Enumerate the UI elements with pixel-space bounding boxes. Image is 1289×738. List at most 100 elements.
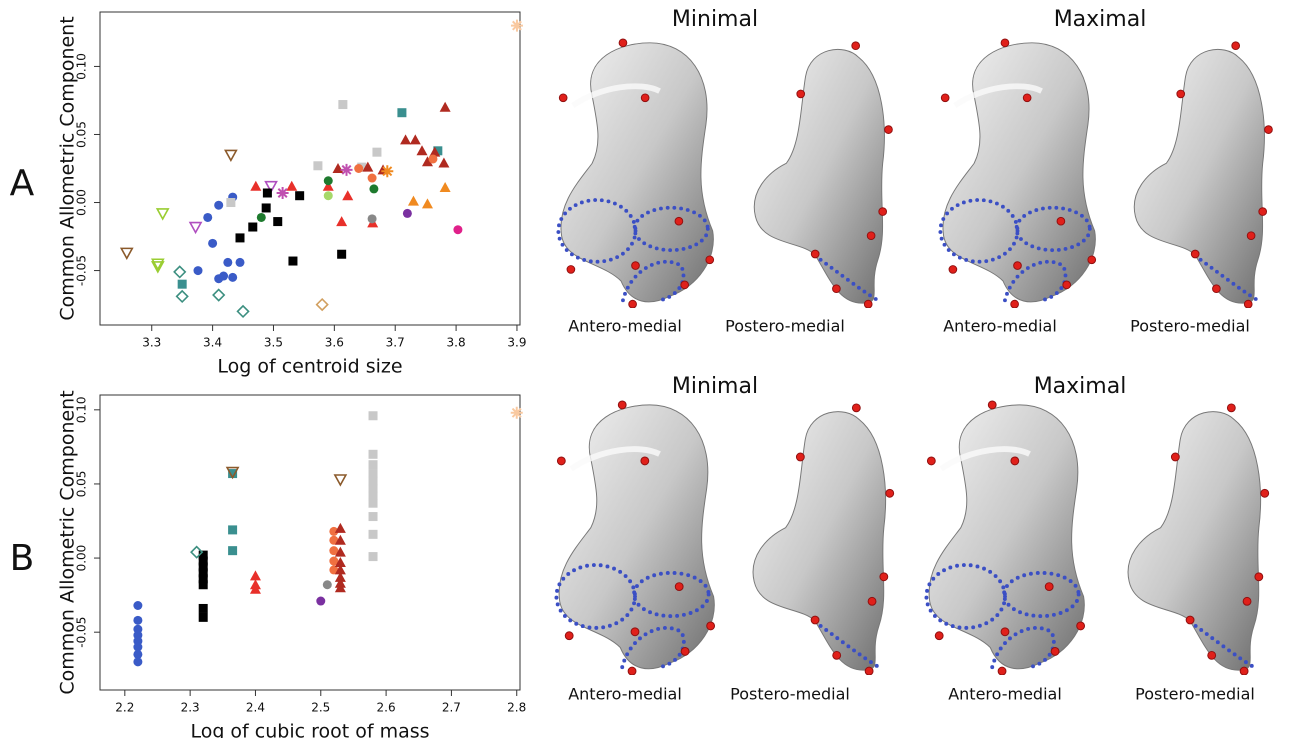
point	[329, 535, 339, 545]
point	[295, 191, 305, 201]
point	[368, 411, 378, 421]
point	[133, 615, 143, 625]
y-axis-label: Common Allometric Component	[57, 16, 79, 320]
x-axis-label: Log of cubic root of mass	[190, 721, 429, 738]
point	[315, 297, 329, 312]
point	[354, 164, 364, 173]
y-tick-label: 0.00	[75, 545, 89, 572]
y-tick-label: -0.05	[75, 255, 89, 286]
x-axis-label: Log of centroid size	[217, 356, 402, 378]
point	[322, 580, 332, 590]
y-tick-label: 0.05	[75, 471, 89, 498]
point	[198, 562, 208, 572]
y-tick-label: -0.05	[75, 617, 89, 648]
point	[177, 279, 187, 289]
point	[381, 165, 394, 178]
point	[262, 188, 272, 198]
view-caption: Postero-medial	[730, 685, 850, 704]
point	[429, 146, 441, 157]
point	[334, 571, 346, 582]
point	[219, 271, 229, 281]
point	[334, 582, 346, 593]
point	[439, 182, 451, 193]
point	[203, 212, 213, 222]
point	[249, 570, 261, 581]
y-tick-label: 0.05	[75, 121, 89, 148]
bone-render	[940, 39, 1095, 308]
point	[329, 546, 339, 556]
point	[367, 214, 377, 224]
point	[155, 208, 170, 221]
point	[428, 154, 438, 164]
view-header: Minimal	[672, 7, 758, 32]
point	[368, 512, 378, 522]
plot-frame	[99, 11, 521, 326]
point	[228, 546, 238, 556]
point	[367, 173, 377, 183]
view-caption: Antero-medial	[948, 685, 1062, 704]
bone-render	[556, 401, 714, 675]
point	[198, 556, 208, 566]
point	[433, 146, 443, 156]
point	[329, 556, 339, 566]
view-caption: Antero-medial	[568, 317, 682, 336]
point	[438, 157, 450, 168]
x-tick-label: 2.7	[442, 701, 461, 715]
panel-label: B	[10, 538, 35, 579]
point	[208, 238, 218, 248]
bone-render	[754, 42, 892, 308]
point	[334, 546, 346, 557]
point	[334, 534, 346, 545]
x-tick-label: 3.6	[325, 336, 344, 350]
bone-render	[1128, 404, 1269, 675]
point	[368, 469, 378, 479]
point	[133, 657, 143, 667]
point	[323, 191, 333, 201]
point	[400, 134, 412, 145]
bone-render	[558, 39, 713, 308]
point	[150, 258, 165, 271]
point	[198, 603, 208, 613]
point	[226, 198, 236, 208]
point	[198, 574, 208, 584]
point	[368, 552, 378, 562]
point	[337, 249, 347, 259]
point	[368, 529, 378, 539]
point	[342, 190, 354, 201]
point	[340, 163, 353, 176]
point	[338, 100, 348, 110]
point	[235, 233, 245, 243]
x-tick-label: 3.5	[264, 336, 283, 350]
point	[510, 19, 523, 32]
point	[368, 476, 378, 486]
point	[228, 272, 238, 282]
point	[188, 221, 203, 235]
view-caption: Postero-medial	[1130, 317, 1250, 336]
point	[334, 557, 346, 568]
point	[133, 601, 143, 611]
point	[133, 642, 143, 652]
point	[249, 583, 261, 594]
x-tick-label: 2.4	[246, 701, 265, 715]
point	[190, 545, 204, 559]
point	[119, 247, 134, 261]
view-caption: Antero-medial	[568, 685, 682, 704]
view-caption: Postero-medial	[725, 317, 845, 336]
view-header: Minimal	[672, 374, 758, 399]
point	[150, 261, 165, 274]
point	[416, 145, 428, 156]
y-axis-label: Common Allometric Component	[57, 390, 79, 694]
panel-label: A	[10, 163, 35, 204]
point	[368, 460, 378, 470]
point	[228, 469, 238, 479]
x-tick-label: 2.2	[115, 701, 134, 715]
point	[250, 180, 262, 191]
x-tick-label: 3.3	[142, 336, 161, 350]
x-tick-label: 3.4	[203, 336, 222, 350]
point	[322, 180, 334, 191]
point	[368, 449, 378, 459]
x-tick-label: 3.9	[507, 336, 526, 350]
point	[276, 186, 289, 199]
